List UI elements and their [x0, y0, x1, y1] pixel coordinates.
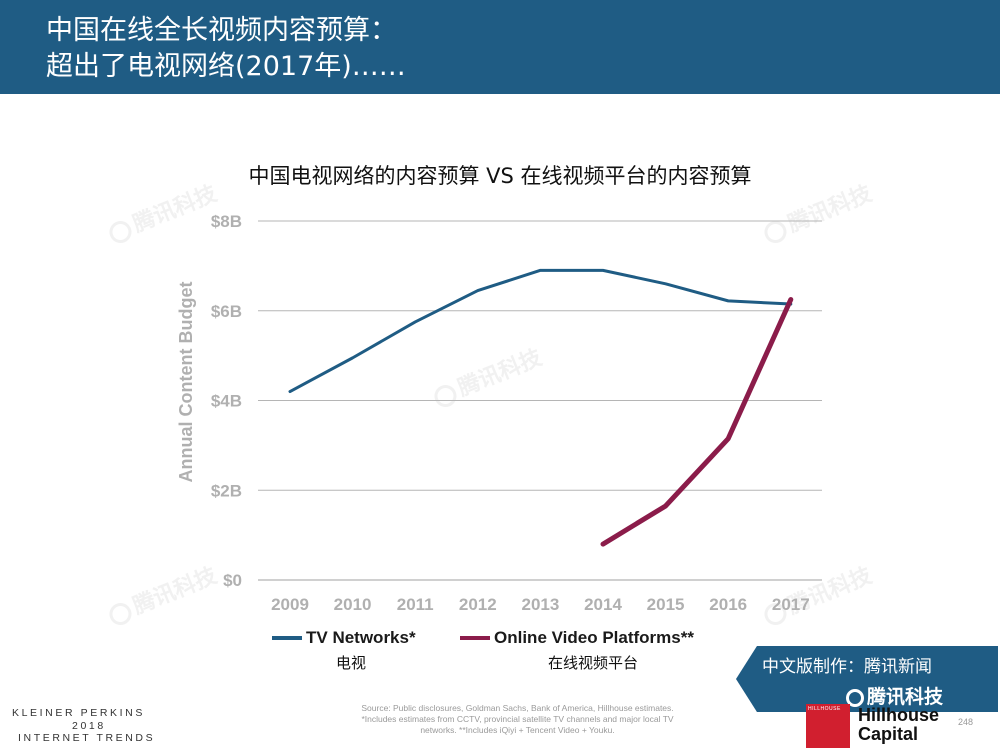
- y-tick-label: $2B: [211, 481, 242, 500]
- x-tick-label: 2009: [271, 595, 309, 614]
- badge-line1: 中文版制作：腾讯新闻: [762, 657, 932, 677]
- kp-line3: INTERNET TRENDS: [18, 732, 156, 744]
- legend-swatch-tv: [272, 636, 302, 640]
- legend-sub-online: 在线视频平台: [548, 654, 639, 672]
- series-line-online: [600, 297, 794, 547]
- slide-header: 中国在线全长视频内容预算： 超出了电视网络(2017年)……: [0, 0, 1000, 94]
- translation-badge: 中文版制作：腾讯新闻 腾讯科技: [736, 646, 998, 712]
- x-tick-label: 2014: [584, 595, 622, 614]
- y-axis-label: Annual Content Budget: [176, 282, 196, 483]
- line-chart: $0 $2B $4B $6B $8B 2009 2010 2011 2012 2013 2014 20…: [176, 212, 822, 614]
- x-tick-label: 2015: [647, 595, 685, 614]
- source-note: Source: Public disclosures, Goldman Sach…: [361, 703, 674, 735]
- y-tick-label: $4B: [211, 392, 242, 411]
- legend-swatch-online: [460, 636, 490, 640]
- x-tick-label: 2012: [459, 595, 497, 614]
- legend-item-online: Online Video Platforms**: [460, 626, 694, 650]
- hillhouse-logo-icon: [806, 704, 850, 748]
- tencent-logo-icon: [846, 688, 864, 707]
- hillhouse-logo-small-text: HILLHOUSE: [808, 706, 841, 712]
- legend-sub-tv: 电视: [336, 654, 367, 672]
- y-tick-label: $8B: [211, 212, 242, 231]
- x-tick-label: 2016: [709, 595, 747, 614]
- x-tick-label: 2010: [334, 595, 372, 614]
- y-tick-label: $0: [223, 571, 242, 590]
- x-tick-label: 2017: [772, 595, 810, 614]
- kp-line2: 2018: [72, 720, 106, 732]
- legend-item-tv: TV Networks*: [272, 626, 416, 650]
- y-tick-label: $6B: [211, 302, 242, 321]
- kp-line1: KLEINER PERKINS: [12, 707, 145, 719]
- chart-title: 中国电视网络的内容预算 VS 在线视频平台的内容预算: [248, 164, 752, 188]
- slide-title-line1: 中国在线全长视频内容预算：: [46, 15, 397, 46]
- x-tick-label: 2013: [521, 595, 559, 614]
- legend-label-tv: TV Networks*: [306, 628, 416, 647]
- badge-line2: 腾讯科技: [846, 682, 943, 709]
- series-line-tv: [288, 268, 793, 394]
- legend-label-online: Online Video Platforms**: [494, 628, 694, 647]
- hillhouse-name: Hillhouse Capital: [858, 705, 940, 744]
- page-number: 248: [958, 717, 974, 727]
- x-tick-label: 2011: [397, 595, 434, 614]
- slide-title-line2: 超出了电视网络(2017年)……: [46, 51, 406, 82]
